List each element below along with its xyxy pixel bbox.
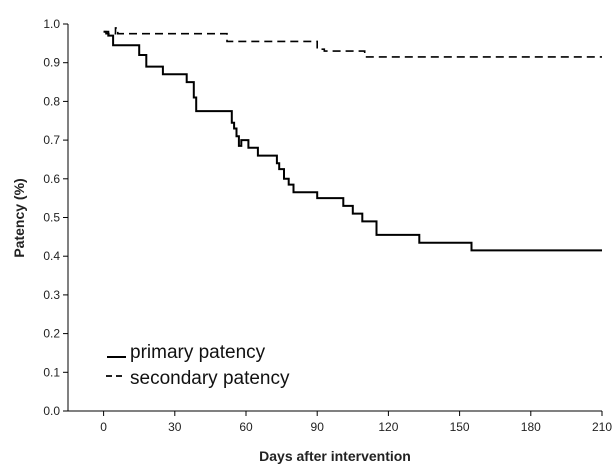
primary-patency-line — [103, 30, 602, 252]
x-tick-label: 60 — [239, 420, 253, 434]
y-tick-label: 0.0 — [43, 404, 60, 418]
y-tick-label: 0.3 — [43, 288, 60, 302]
x-axis-label: Days after intervention — [259, 448, 411, 464]
x-tick-label: 150 — [450, 420, 470, 434]
legend: primary patency secondary patency — [106, 342, 290, 389]
legend-label-secondary: secondary patency — [130, 368, 290, 389]
x-tick-label: 120 — [378, 420, 398, 434]
y-tick-label: 1.0 — [43, 17, 60, 31]
x-tick-label: 90 — [311, 420, 325, 434]
y-tick-label: 0.2 — [43, 327, 60, 341]
y-axis-label: Patency (%) — [11, 178, 27, 257]
y-tick-label: 0.7 — [43, 133, 60, 147]
y-tick-label: 0.6 — [43, 172, 60, 186]
y-ticks: 0.0 0.1 0.2 0.3 0.4 0.5 0.6 0.7 0.8 0.9 1.0 — [43, 17, 68, 418]
y-tick-label: 0.9 — [43, 56, 60, 70]
x-tick-label: 210 — [592, 420, 612, 434]
x-tick-label: 30 — [168, 420, 182, 434]
x-tick-label: 0 — [100, 420, 107, 434]
series-layer — [103, 27, 602, 252]
y-tick-label: 0.5 — [43, 211, 60, 225]
secondary-patency-line — [103, 27, 602, 58]
legend-label-primary: primary patency — [130, 342, 266, 363]
y-tick-label: 0.4 — [43, 249, 60, 263]
y-tick-label: 0.8 — [43, 94, 60, 108]
x-ticks: 0 30 60 90 120 150 180 210 — [100, 411, 612, 434]
x-tick-label: 180 — [521, 420, 541, 434]
y-tick-label: 0.1 — [43, 365, 60, 379]
